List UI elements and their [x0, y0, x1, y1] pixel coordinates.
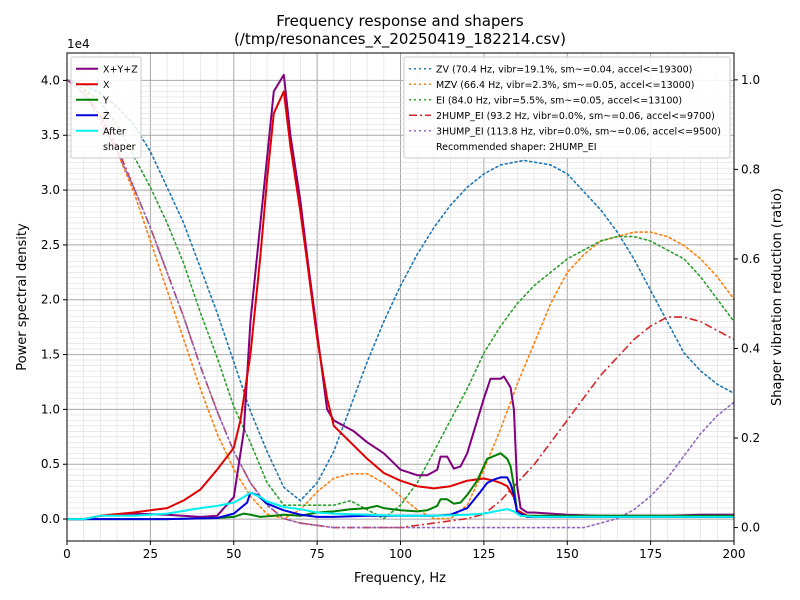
psd-series-0 [67, 73, 734, 521]
x-tick-label: 175 [639, 547, 662, 561]
y-tick-label: 0.5 [41, 457, 60, 471]
legend-left: X+Y+Z XYZ After shaper [70, 56, 142, 159]
chart-subtitle: (/tmp/resonances_x_20250419_182214.csv) [234, 30, 566, 49]
legend-label-4: 3HUMP_EI (113.8 Hz, vibr=0.0%, sm~=0.06,… [436, 126, 721, 137]
shaper-series-4 [66, 79, 735, 529]
legend-label-0: X+Y+Z [103, 64, 138, 75]
shaper-series [66, 79, 735, 529]
y-offset-text: 1e4 [67, 37, 90, 51]
y2-tick-label: 0.6 [741, 252, 760, 266]
y-tick-label: 1.0 [41, 402, 60, 416]
y-axis-right: 0.0 0.2 0.4 0.6 0.8 1.0 [734, 73, 760, 535]
legend-recommended: Recommended shaper: 2HUMP_EI [436, 142, 597, 153]
y-tick-label: 4.0 [41, 73, 60, 87]
x-tick-label: 25 [143, 547, 158, 561]
shaper-series-3 [66, 79, 735, 529]
x-tick-label: 50 [226, 547, 241, 561]
y-axis-left: 0.0 0.5 1.0 1.5 2.0 2.5 3.0 3.5 4.0 [41, 73, 67, 526]
legend-label-3: 2HUMP_EI (93.2 Hz, vibr=0.0%, sm~=0.06, … [436, 111, 715, 122]
y-axis-label: Power spectral density [15, 223, 30, 371]
shaper-series-2 [66, 79, 735, 520]
legend-label-1: X [103, 80, 110, 91]
y-tick-label: 2.0 [41, 293, 60, 307]
y2-tick-label: 0.0 [741, 521, 760, 535]
grid [66, 53, 735, 541]
psd-series [67, 73, 734, 521]
legend-label-4: shaper [103, 142, 136, 153]
x-tick-label: 200 [723, 547, 746, 561]
psd-series-1 [67, 90, 734, 521]
y2-axis-label: Shaper vibration reduction (ratio) [770, 188, 785, 406]
y2-tick-label: 1.0 [741, 73, 760, 87]
legend-label-3: Z [103, 111, 110, 122]
shaper-series-0 [66, 79, 735, 502]
legend-label-4: After [103, 126, 126, 137]
x-axis: 0 25 50 75 100 125 150 175 200 [63, 541, 745, 561]
chart-title: Frequency response and shapers [276, 12, 524, 30]
y-tick-label: 3.0 [41, 183, 60, 197]
x-tick-label: 75 [309, 547, 324, 561]
legend-label-2: EI (84.0 Hz, vibr=5.5%, sm~=0.05, accel<… [436, 95, 682, 106]
x-tick-label: 125 [472, 547, 495, 561]
y-tick-label: 3.5 [41, 128, 60, 142]
shaper-series-1 [66, 79, 735, 520]
y2-tick-label: 0.4 [741, 341, 760, 355]
legend-right: ZV (70.4 Hz, vibr=19.1%, sm~=0.04, accel… [403, 56, 731, 159]
x-axis-label: Frequency, Hz [354, 571, 446, 586]
y2-tick-label: 0.8 [741, 162, 760, 176]
x-tick-label: 150 [556, 547, 579, 561]
y-tick-label: 2.5 [41, 238, 60, 252]
y-tick-label: 1.5 [41, 348, 60, 362]
y2-tick-label: 0.2 [741, 431, 760, 445]
x-tick-label: 0 [63, 547, 71, 561]
legend-label-2: Y [102, 95, 109, 106]
legend-label-1: MZV (66.4 Hz, vibr=2.3%, sm~=0.05, accel… [436, 80, 695, 91]
psd-series-2 [67, 452, 734, 521]
psd-series-4 [67, 491, 734, 521]
legend-left-box [70, 56, 142, 159]
x-tick-label: 100 [389, 547, 412, 561]
legend-label-0: ZV (70.4 Hz, vibr=19.1%, sm~=0.04, accel… [436, 64, 692, 75]
y-tick-label: 0.0 [41, 512, 60, 526]
legend-right-box [403, 56, 731, 159]
